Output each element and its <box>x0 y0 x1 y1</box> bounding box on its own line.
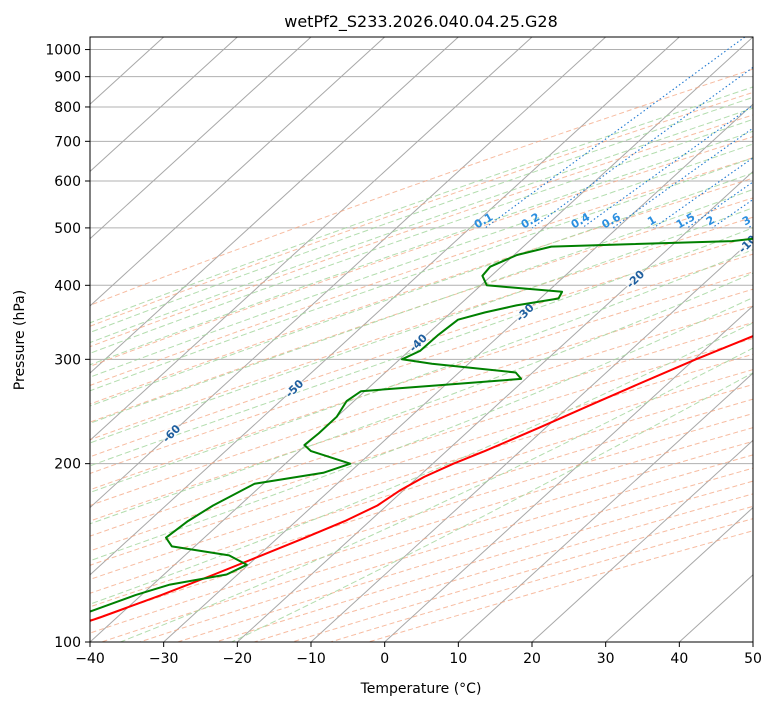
dry-adiabat <box>90 271 753 491</box>
x-tick-label: 30 <box>597 651 615 667</box>
x-tick-label: −30 <box>149 651 179 667</box>
y-tick-label: 200 <box>54 457 81 473</box>
isotherm-label-backdrop <box>512 299 537 324</box>
y-tick-label: 500 <box>54 221 81 237</box>
y-tick-label: 400 <box>54 278 81 294</box>
y-axis-label: Pressure (hPa) <box>12 290 28 390</box>
isotherm-line <box>163 103 753 642</box>
x-axis-ticks: −40 −30 −20 −10 0 10 20 30 40 50 <box>75 642 762 667</box>
moist-adiabat <box>90 143 753 378</box>
isotherm-label-backdrop <box>281 375 306 400</box>
mixing-ratio-line <box>484 37 746 229</box>
dry-adiabat <box>90 427 753 634</box>
mixing-ratio-line <box>653 157 753 229</box>
x-tick-label: −20 <box>223 651 253 667</box>
dry-adiabat <box>368 530 753 642</box>
moist-adiabat <box>90 172 753 407</box>
isotherm-line <box>90 37 680 576</box>
isotherm-line <box>384 305 753 642</box>
y-tick-label: 700 <box>54 134 81 150</box>
moist-adiabat <box>90 322 753 605</box>
isotherm-line <box>531 439 753 642</box>
dry-adiabat <box>101 440 753 642</box>
x-tick-label: −40 <box>75 651 105 667</box>
isotherm-line <box>236 170 753 642</box>
dry-adiabat <box>139 454 753 642</box>
moist-adiabat <box>90 107 753 344</box>
moist-adiabat <box>90 227 753 467</box>
isotherm-label-backdrop <box>405 330 430 355</box>
isotherm-label-backdrop <box>622 266 647 291</box>
moist-adiabat <box>90 297 753 562</box>
dry-adiabat <box>90 253 753 475</box>
profile-series <box>90 237 753 622</box>
dry-adiabat <box>177 467 753 642</box>
isotherm-line <box>90 37 386 307</box>
chart-title: wetPf2_S233.2026.040.04.25.G28 <box>284 12 558 32</box>
y-axis-ticks: 1000 900 800 700 600 500 400 300 200 100 <box>45 43 90 651</box>
dry-adiabat <box>90 305 753 522</box>
dry-adiabat <box>215 480 753 642</box>
moist-adiabat <box>90 130 753 366</box>
mixing-ratio-line <box>581 104 753 229</box>
isotherm-line <box>457 372 753 642</box>
plot-frame <box>89 36 754 643</box>
isotherm-line <box>90 37 238 173</box>
x-tick-label: 40 <box>670 651 688 667</box>
moist-adiabats <box>90 86 753 642</box>
dewpoint-profile-line <box>90 237 753 613</box>
moist-adiabat <box>120 347 753 642</box>
isotherm-line <box>90 37 312 240</box>
x-tick-label: 50 <box>744 651 762 667</box>
x-tick-label: −10 <box>296 651 326 667</box>
y-tick-label: 600 <box>54 174 81 190</box>
y-tick-label: 1000 <box>45 43 81 59</box>
dry-adiabat <box>90 136 753 367</box>
dry-adiabat <box>90 235 753 458</box>
x-tick-label: 20 <box>523 651 541 667</box>
moist-adiabat <box>231 372 753 642</box>
temperature-profile-line <box>90 335 753 622</box>
x-tick-label: 0 <box>380 651 389 667</box>
y-tick-label: 300 <box>54 352 81 368</box>
dry-adiabat <box>90 353 753 566</box>
dry-adiabat <box>90 413 753 621</box>
y-tick-label: 800 <box>54 100 81 116</box>
y-tick-label: 900 <box>54 70 81 86</box>
mixing-ratio-lines <box>484 37 753 229</box>
mixing-ratio-line <box>612 127 753 229</box>
dry-adiabats <box>90 68 753 642</box>
x-tick-label: 10 <box>449 651 467 667</box>
y-tick-label: 100 <box>54 635 81 651</box>
moist-adiabat <box>90 86 753 324</box>
moist-adiabat <box>90 249 753 493</box>
moist-adiabat <box>90 96 753 334</box>
dry-adiabat <box>90 177 753 405</box>
isotherm-line <box>90 37 533 442</box>
dry-adiabat <box>90 216 753 441</box>
moist-adiabat <box>90 188 753 424</box>
dry-adiabat <box>90 337 753 552</box>
x-axis-label: Temperature (°C) <box>360 681 482 697</box>
isotherm-label-backdrop <box>158 420 183 445</box>
